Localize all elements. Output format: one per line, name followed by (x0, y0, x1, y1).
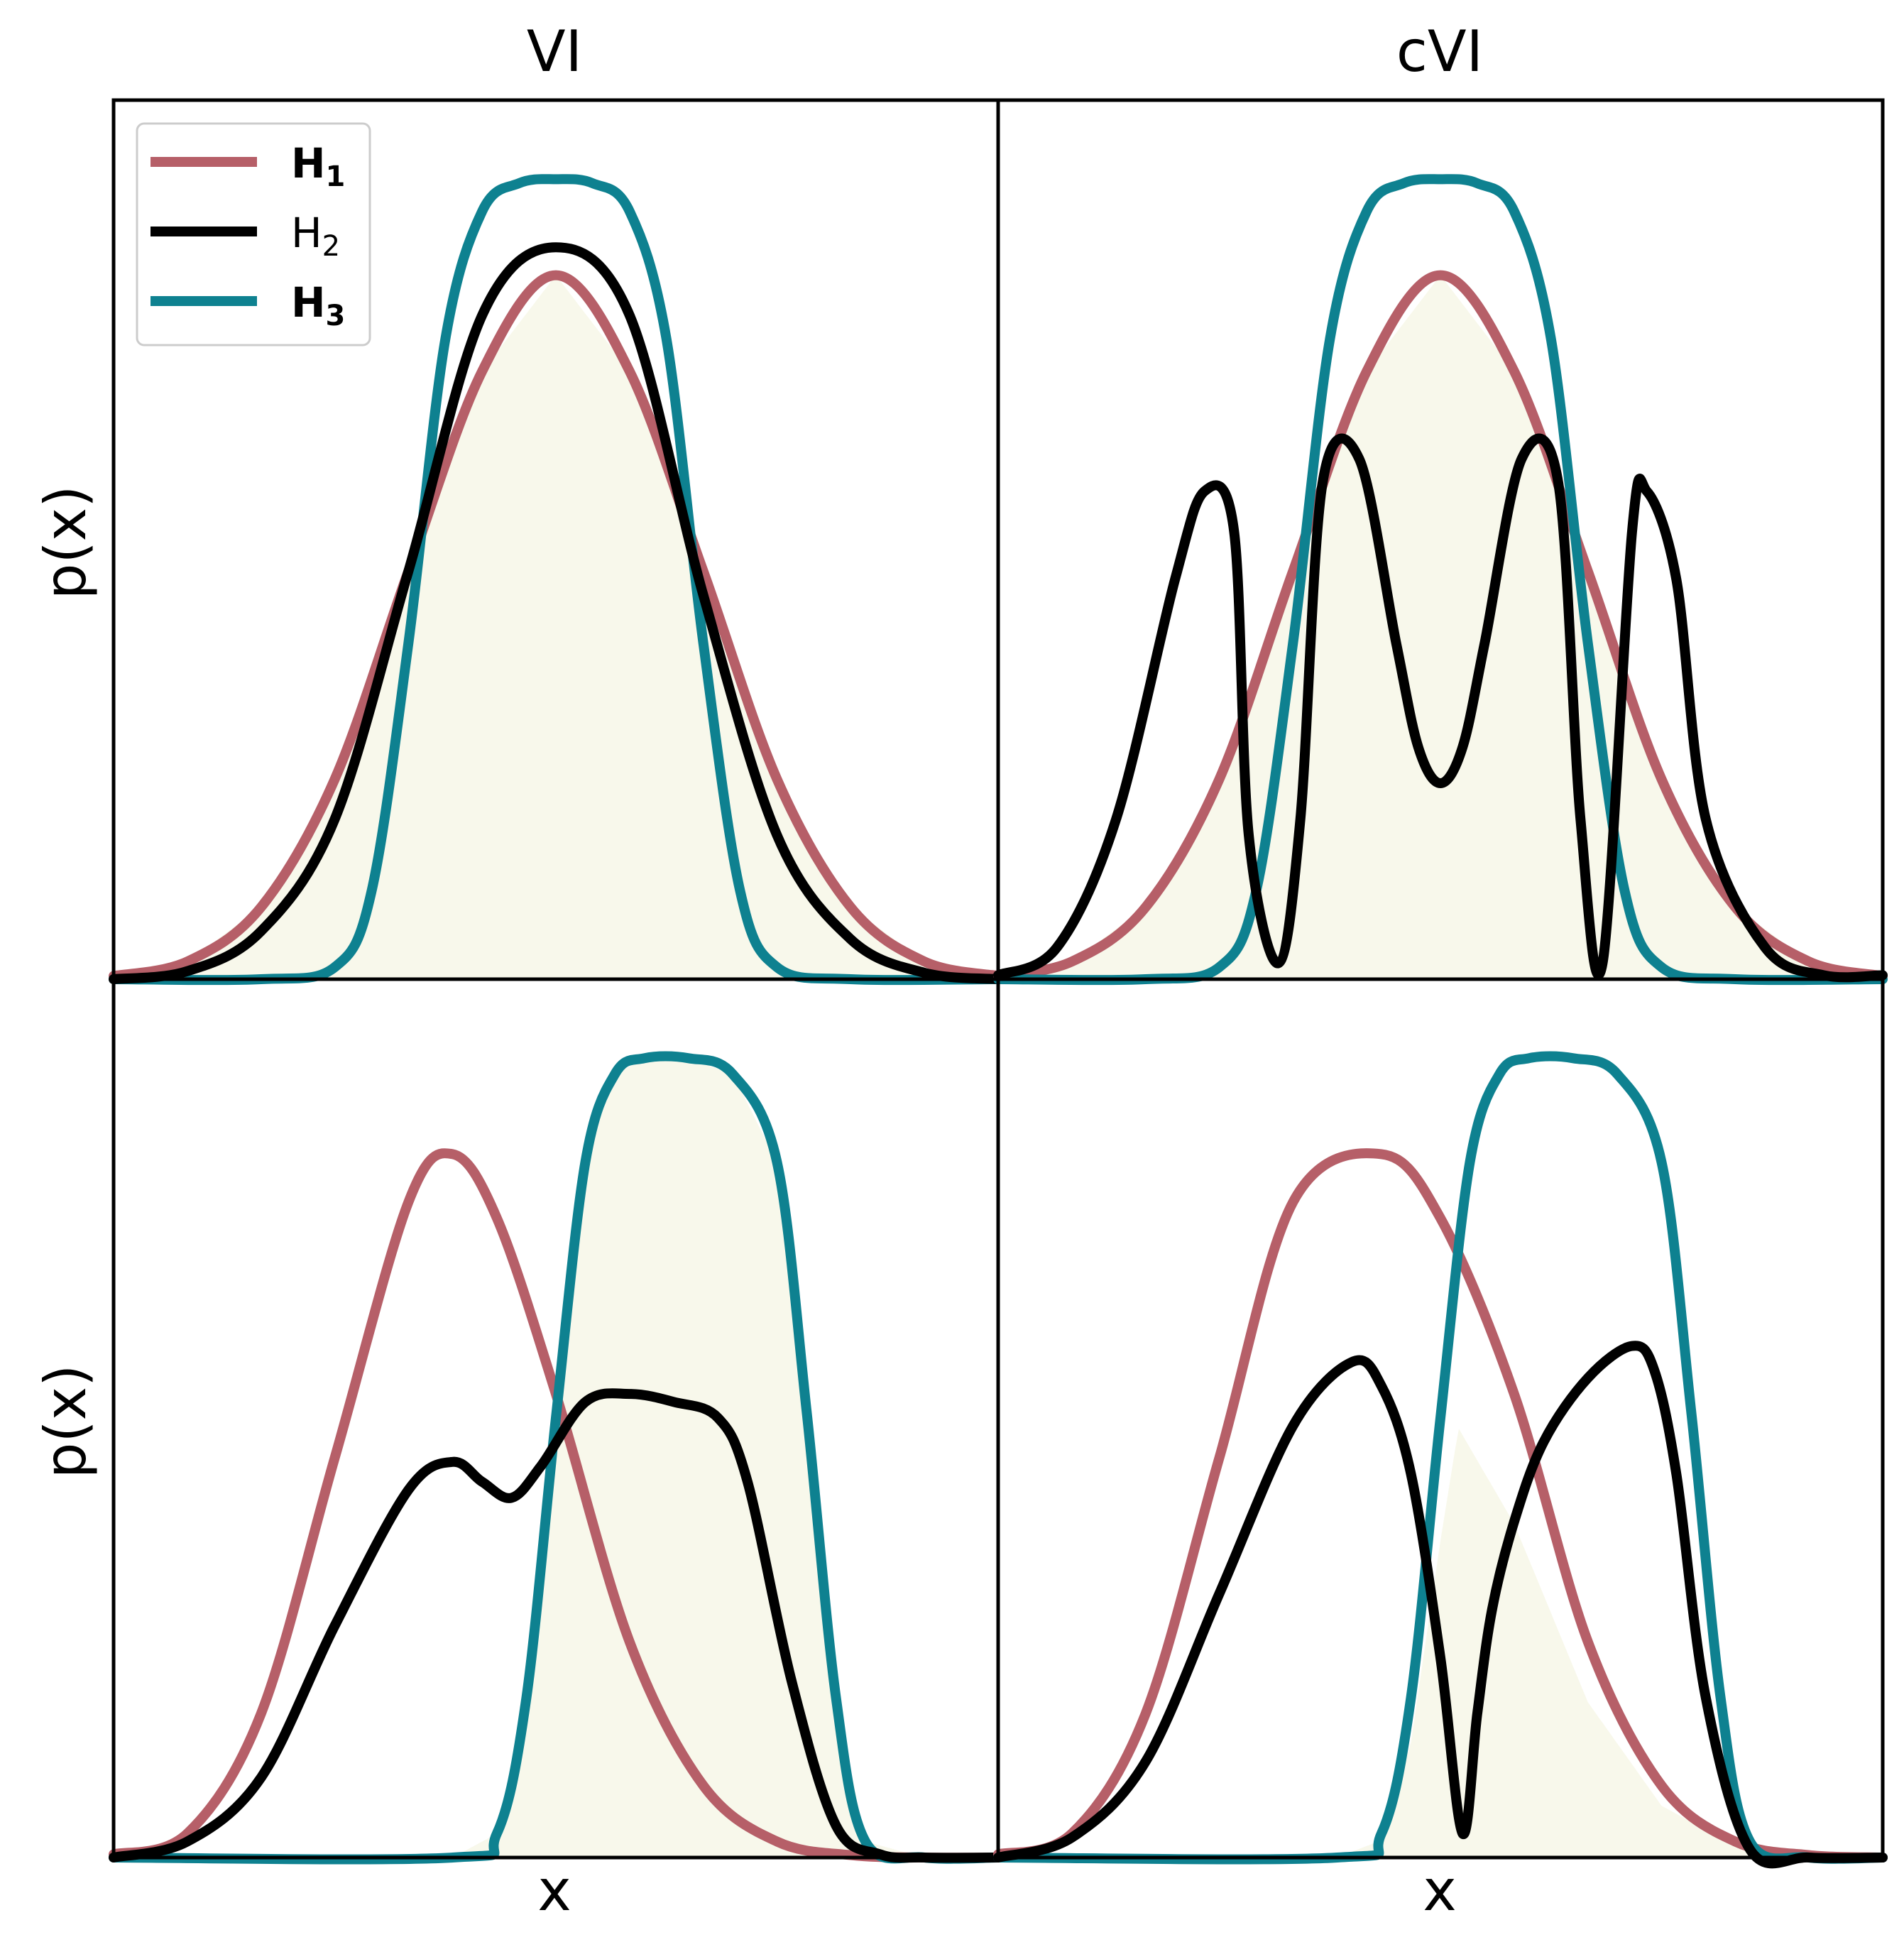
series-line-h3 (993, 1051, 1888, 1865)
panel-top-left (109, 98, 1003, 986)
series-line-h2 (109, 242, 1003, 984)
series-line-h1 (993, 270, 1888, 981)
title-cvi: cVI (1396, 18, 1483, 84)
legend-label-h3: H3 (291, 278, 345, 332)
series-line-h2 (993, 1341, 1888, 1869)
series-line-h1 (109, 270, 1003, 981)
legend: H1 H2 H3 (136, 122, 371, 347)
target-density-fill (114, 275, 998, 980)
series-line-h3 (993, 174, 1888, 986)
title-vi: VI (527, 18, 582, 84)
ylabel-top: p(x) (33, 486, 99, 600)
series-line-h2 (109, 1388, 1003, 1863)
legend-label-h1: H1 (291, 139, 345, 193)
series-line-h1 (109, 1148, 1003, 1863)
ylabel-bottom: p(x) (33, 1365, 99, 1479)
panel-frame (996, 977, 1885, 1860)
target-density-fill (998, 275, 1883, 980)
series-line-h3 (109, 174, 1003, 986)
series-line-h2 (993, 433, 1888, 983)
series-line-h1 (993, 1148, 1888, 1863)
series-line-h3 (109, 1051, 1003, 1865)
xlabel-right: x (1423, 1858, 1456, 1924)
panel-bottom-right (993, 977, 1888, 1869)
xlabel-left: x (537, 1858, 571, 1924)
legend-label-h2: H2 (291, 209, 340, 263)
